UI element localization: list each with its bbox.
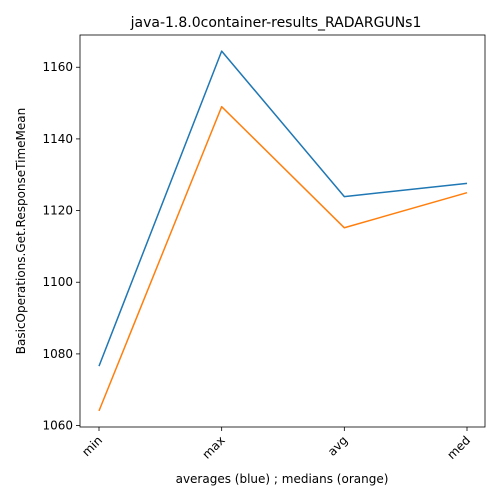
series-line-1: [98, 105, 468, 412]
x-tick-label: avg: [325, 433, 351, 459]
y-tick-label: 1160: [42, 60, 73, 74]
series-line-0: [98, 50, 468, 367]
y-tick-label: 1120: [42, 204, 73, 218]
x-tick-label: med: [444, 433, 473, 462]
x-tick-label: max: [199, 433, 227, 461]
y-tick-label: 1140: [42, 132, 73, 146]
x-axis-label: averages (blue) ; medians (orange): [176, 472, 389, 486]
y-tick-label: 1100: [42, 275, 73, 289]
y-tick-label: 1060: [42, 419, 73, 433]
plot-frame: [79, 34, 486, 428]
x-tick-label: min: [79, 433, 105, 459]
chart-title: java-1.8.0container-results_RADARGUNs1: [130, 15, 422, 31]
y-axis-label: BasicOperations.Get.ResponseTimeMean: [14, 108, 28, 354]
y-tick-label: 1080: [42, 347, 73, 361]
plot-area: 1060 1080 1100 1120 1140 1160 min max avg med: [42, 50, 473, 462]
